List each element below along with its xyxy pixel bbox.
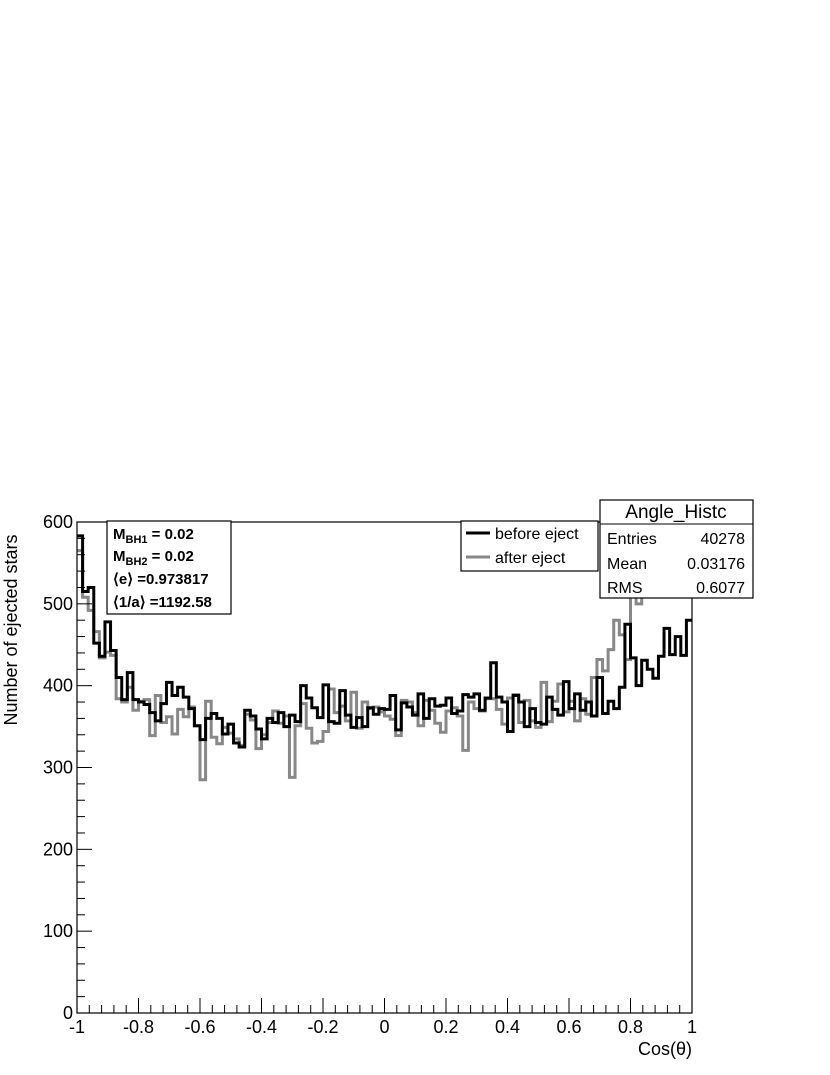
legend: before eject after eject bbox=[460, 520, 599, 572]
stats-rms-value: 0.6077 bbox=[696, 580, 745, 597]
y-tick-label: 100 bbox=[43, 921, 73, 941]
stats-title: Angle_Histc bbox=[625, 502, 726, 523]
y-tick-label: 0 bbox=[63, 1003, 73, 1023]
histogram-series bbox=[77, 520, 692, 782]
stats-mean-label: Mean bbox=[607, 556, 647, 573]
x-tick-label: -0.8 bbox=[123, 1017, 154, 1037]
stats-entries-value: 40278 bbox=[701, 531, 746, 548]
legend-label-after: after eject bbox=[495, 550, 566, 567]
x-tick-label: 1 bbox=[687, 1017, 697, 1037]
x-tick-label: -1 bbox=[69, 1017, 85, 1037]
x-tick-label: 0.4 bbox=[495, 1017, 520, 1037]
bh1-mass-label: MBH1 = 0.02 bbox=[113, 526, 194, 546]
stats-box: Angle_Histc Entries 40278 Mean 0.03176 R… bbox=[599, 499, 754, 599]
legend-label-before: before eject bbox=[495, 526, 579, 543]
tick-labels: -1 -0.8 -0.6 -0.4 -0.2 0 0.2 0.4 0.6 0.8 1 0 100 200 3… bbox=[43, 512, 697, 1037]
series-before-eject bbox=[77, 534, 692, 749]
y-axis-title: Number of ejected stars bbox=[1, 534, 21, 725]
x-tick-label: -0.4 bbox=[246, 1017, 277, 1037]
x-tick-label: 0 bbox=[379, 1017, 389, 1037]
series-line-after-eject bbox=[77, 520, 692, 782]
info-box: MBH1 = 0.02 MBH2 = 0.02 ⟨e⟩ =0.973817 ⟨1… bbox=[106, 520, 232, 615]
stats-mean-value: 0.03176 bbox=[687, 556, 745, 573]
x-tick-label: 0.8 bbox=[618, 1017, 643, 1037]
stats-rms-label: RMS bbox=[607, 580, 643, 597]
eccentricity-label: ⟨e⟩ =0.973817 bbox=[113, 571, 209, 588]
x-tick-label: 0.6 bbox=[556, 1017, 581, 1037]
x-tick-label: -0.2 bbox=[307, 1017, 338, 1037]
x-tick-label: -0.6 bbox=[184, 1017, 215, 1037]
y-tick-label: 500 bbox=[43, 594, 73, 614]
y-tick-label: 300 bbox=[43, 758, 73, 778]
inverse-a-label: ⟨1/a⟩ =1192.58 bbox=[113, 594, 212, 611]
y-tick-label: 600 bbox=[43, 512, 73, 532]
stats-entries-label: Entries bbox=[607, 531, 657, 548]
x-tick-label: 0.2 bbox=[433, 1017, 458, 1037]
bh2-mass-label: MBH2 = 0.02 bbox=[113, 548, 194, 568]
x-axis-title: Cos(θ) bbox=[638, 1039, 692, 1059]
series-after-eject bbox=[77, 520, 692, 782]
y-tick-label: 400 bbox=[43, 676, 73, 696]
y-tick-label: 200 bbox=[43, 839, 73, 859]
series-line-before-eject bbox=[77, 534, 692, 749]
axes bbox=[76, 521, 693, 1014]
